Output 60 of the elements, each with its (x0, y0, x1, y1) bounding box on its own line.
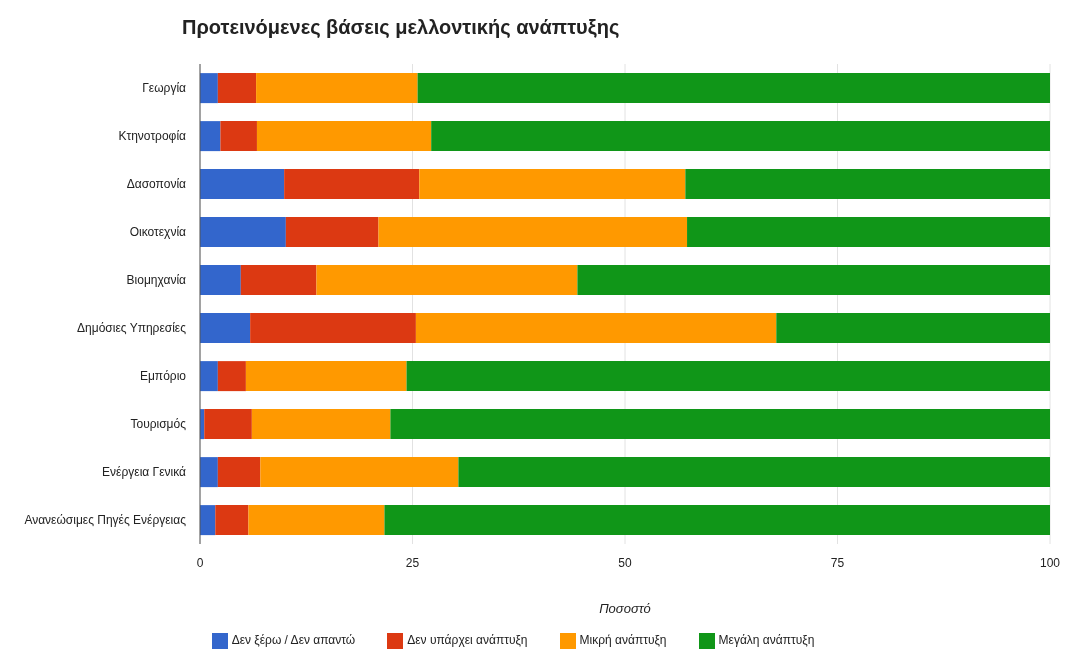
legend-label: Μεγάλη ανάπτυξη (718, 633, 815, 648)
y-tick-label: Βιομηχανία (126, 273, 187, 287)
bar (415, 313, 777, 344)
bar (390, 409, 1050, 440)
legend-label: Μικρή ανάπτυξη (579, 633, 667, 648)
bar (685, 169, 1050, 200)
y-tick-label: Ενέργεια Γενικά (102, 465, 187, 479)
x-tick-label: 25 (405, 555, 420, 570)
x-tick-label: 75 (830, 555, 845, 570)
bar (248, 505, 385, 536)
bar (217, 457, 261, 488)
x-tick-label: 100 (1039, 555, 1061, 570)
bar (204, 409, 252, 440)
y-tick-label: Δασοπονία (126, 177, 187, 191)
bar (378, 217, 688, 248)
bar (687, 217, 1050, 248)
y-tick-label: Τουρισμός (130, 417, 187, 431)
y-tick-label: Εμπόριο (139, 369, 187, 383)
bar (200, 265, 241, 296)
bar (200, 169, 285, 200)
bar (215, 505, 249, 536)
y-tick-label: Οικοτεχνία (129, 225, 187, 239)
bar (220, 121, 257, 152)
legend-label: Δεν ξέρω / Δεν απαντώ (231, 633, 356, 648)
bar (406, 361, 1050, 392)
bar (200, 313, 251, 344)
bar (251, 409, 391, 440)
x-tick-label: 50 (618, 555, 632, 570)
bar (217, 73, 257, 104)
bar (200, 505, 216, 536)
x-axis-title: Ποσοστό (599, 601, 651, 616)
legend-label: Δεν υπάρχει ανάπτυξη (407, 633, 528, 648)
bar (240, 265, 317, 296)
y-tick-label: Κτηνοτροφία (118, 129, 187, 143)
bar (245, 361, 407, 392)
y-tick-label: Δημόσιες Υπηρεσίες (77, 321, 187, 335)
bar (419, 169, 686, 200)
bar (256, 73, 418, 104)
bar (200, 361, 218, 392)
bar (431, 121, 1050, 152)
bar (217, 361, 246, 392)
bar (776, 313, 1050, 344)
bar (200, 73, 218, 104)
bar (316, 265, 578, 296)
bar (577, 265, 1050, 296)
bar (200, 217, 286, 248)
bar (200, 457, 218, 488)
bar (250, 313, 416, 344)
bar (417, 73, 1050, 104)
bar (256, 121, 432, 152)
bar (458, 457, 1050, 488)
bar (200, 121, 221, 152)
bar (285, 217, 379, 248)
bar (284, 169, 420, 200)
chart-title: Προτεινόμενες βάσεις μελλοντικής ανάπτυξης (182, 16, 620, 39)
x-tick-label: 0 (196, 555, 204, 570)
bar (384, 505, 1050, 536)
bar (260, 457, 459, 488)
y-tick-label: Γεωργία (142, 81, 187, 95)
y-tick-label: Ανανεώσιμες Πηγές Ενέργειας (24, 513, 187, 527)
